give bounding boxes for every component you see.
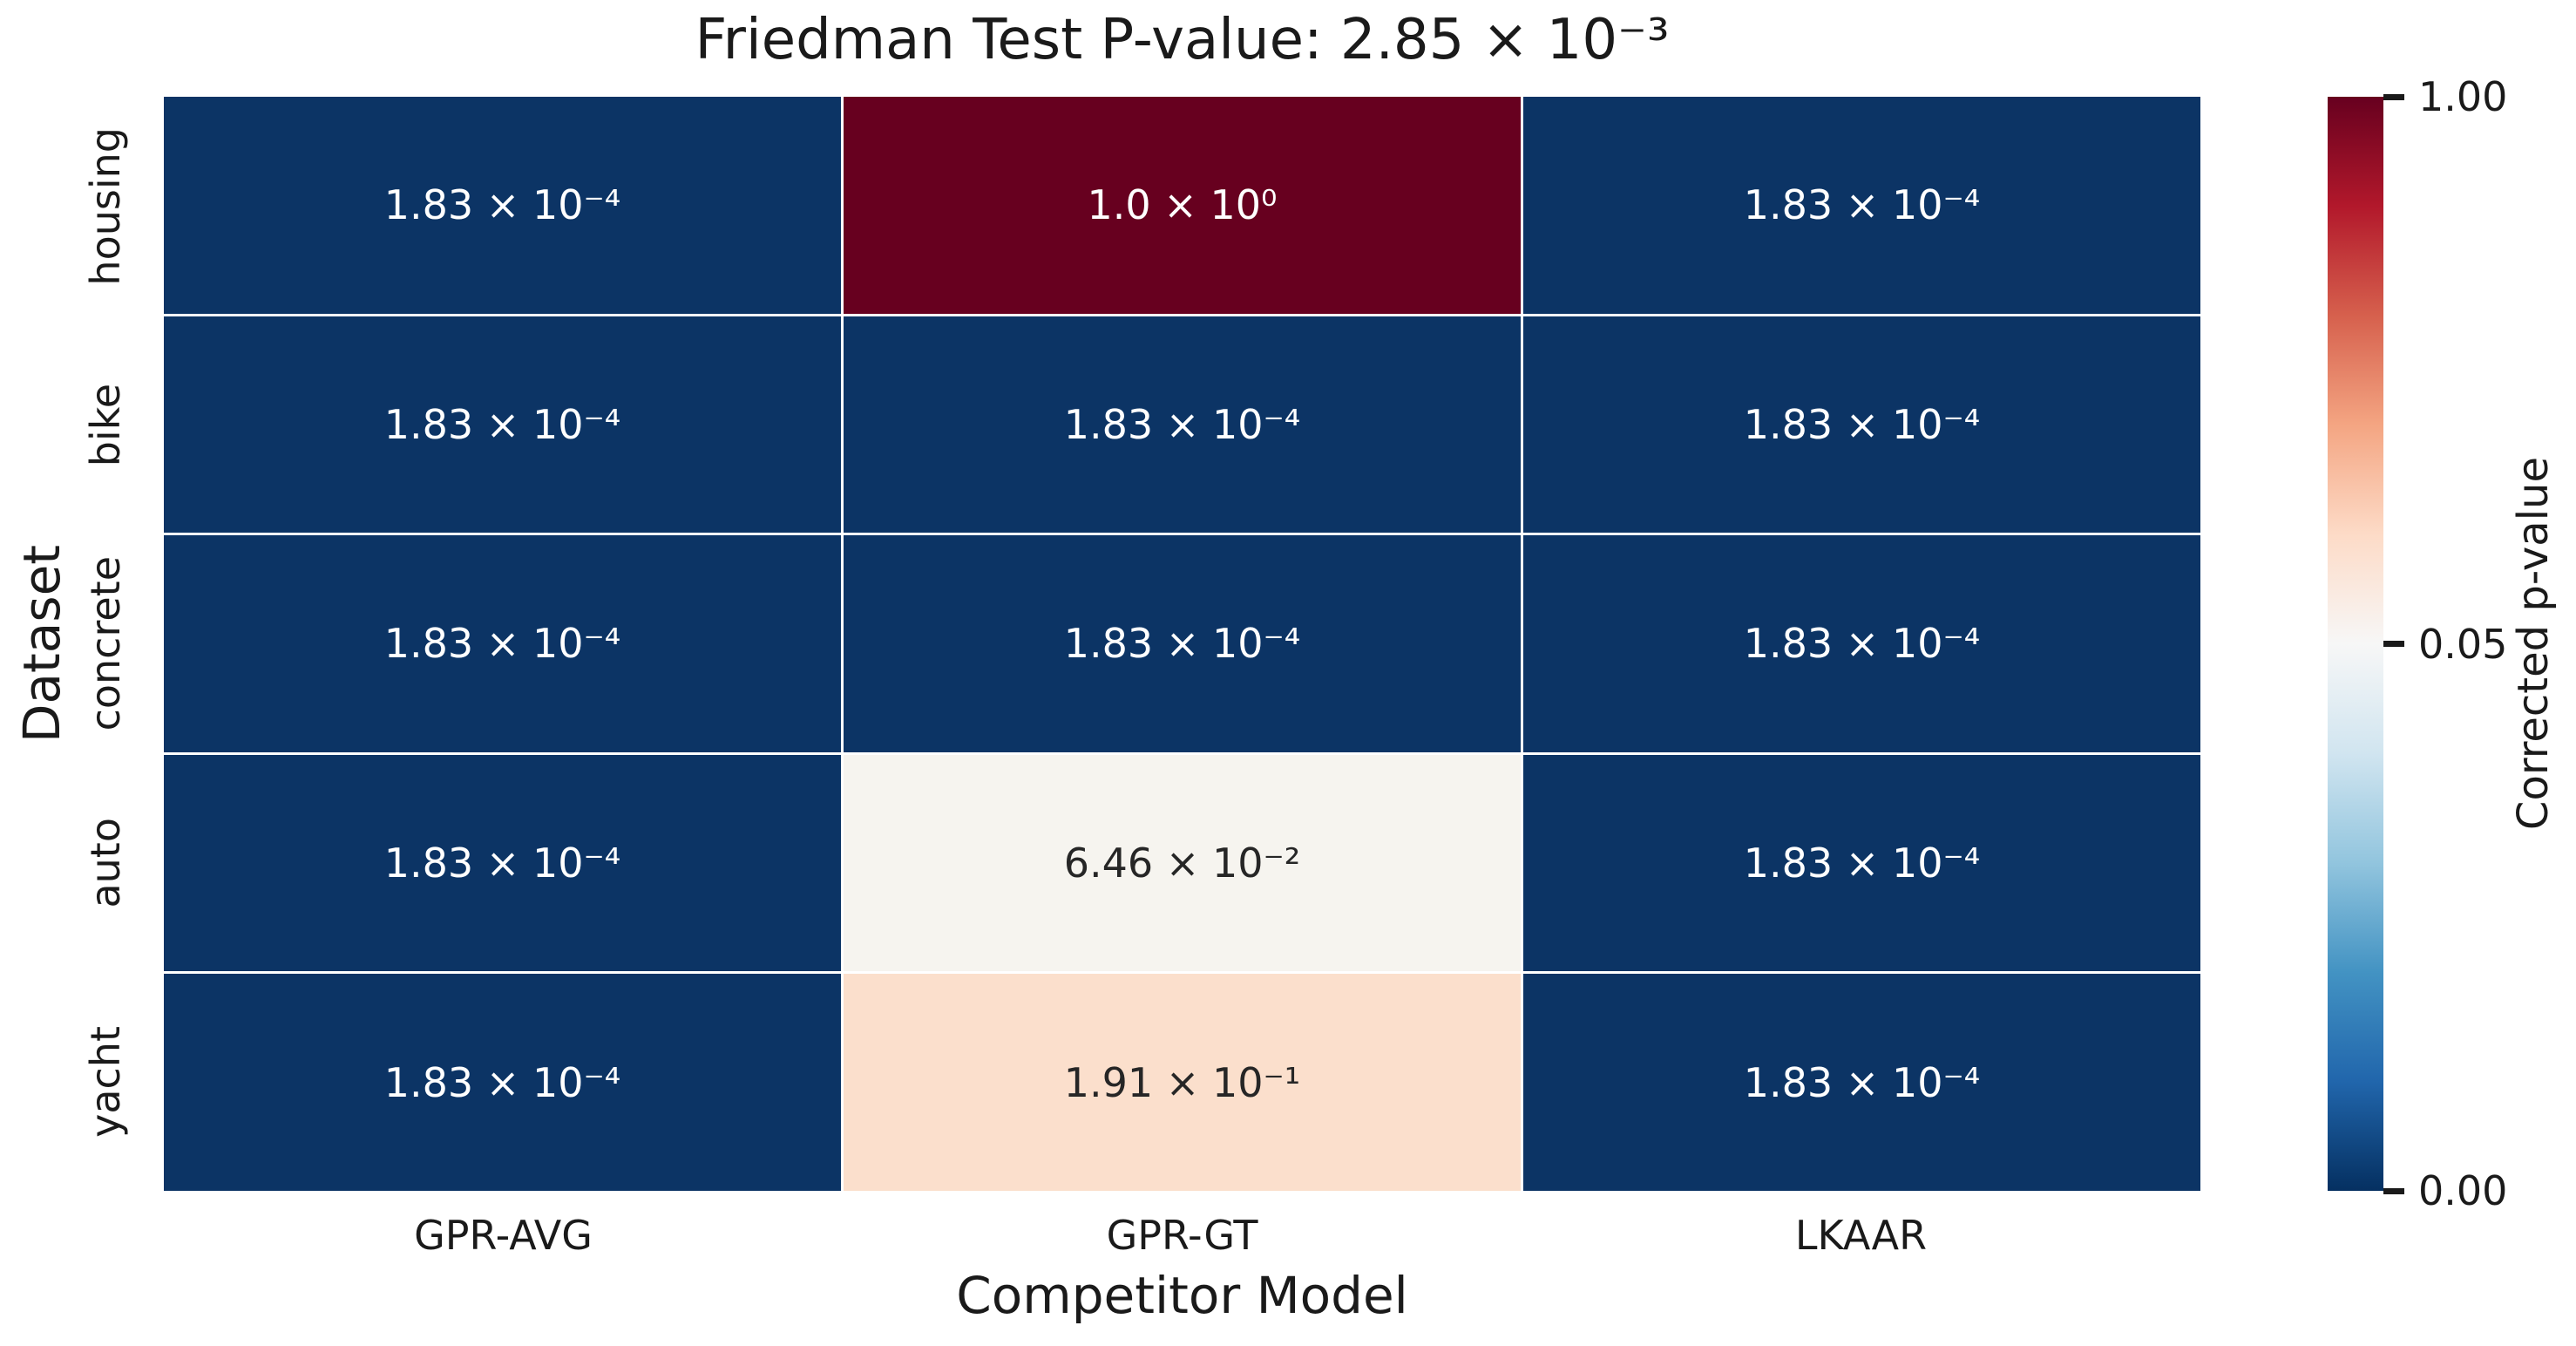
x-tick-labels: GPR-AVG GPR-GT LKAAR — [164, 1212, 2200, 1259]
x-tick-label: GPR-GT — [1106, 1212, 1258, 1259]
y-tick-label: bike — [82, 383, 129, 467]
x-tick-label: LKAAR — [1794, 1212, 1928, 1259]
y-axis-label: Dataset — [12, 544, 71, 744]
x-tick-label: GPR-AVG — [414, 1212, 593, 1259]
heatmap-cell: 1.83 × 10⁻⁴ — [1523, 754, 2200, 972]
heatmap-cell: 1.83 × 10⁻⁴ — [1523, 97, 2200, 314]
colorbar-ticks: 1.00 0.05 0.00 — [2383, 73, 2575, 1214]
colorbar-tick-mark — [2383, 93, 2404, 100]
y-tick-label: auto — [82, 817, 129, 908]
heatmap-cell: 1.83 × 10⁻⁴ — [844, 316, 1521, 534]
heatmap-cell: 6.46 × 10⁻² — [844, 754, 1521, 972]
y-tick-labels: housing bike concrete auto yacht — [80, 97, 131, 1191]
heatmap-cell: 1.83 × 10⁻⁴ — [164, 316, 841, 534]
y-tick-label: yacht — [82, 1025, 129, 1138]
colorbar-tick-label: 1.00 — [2418, 73, 2508, 120]
colorbar-label: Corrected p-value — [2509, 457, 2558, 831]
heatmap-cell: 1.83 × 10⁻⁴ — [1523, 974, 2200, 1191]
colorbar-tick-label: 0.05 — [2418, 620, 2508, 668]
heatmap-cell: 1.83 × 10⁻⁴ — [844, 535, 1521, 752]
heatmap-cell: 1.0 × 10⁰ — [844, 97, 1521, 314]
chart-title: Friedman Test P-value: 2.85 × 10⁻³ — [695, 8, 1670, 72]
heatmap-cell: 1.83 × 10⁻⁴ — [164, 974, 841, 1191]
colorbar-gradient — [2328, 97, 2383, 1191]
heatmap-cell: 1.83 × 10⁻⁴ — [1523, 316, 2200, 534]
heatmap-cell: 1.83 × 10⁻⁴ — [1523, 535, 2200, 752]
heatmap-cell: 1.83 × 10⁻⁴ — [164, 754, 841, 972]
y-tick-label: housing — [82, 126, 129, 286]
colorbar-tick-mark — [2383, 641, 2404, 647]
colorbar-tick-label: 0.00 — [2418, 1167, 2508, 1214]
x-axis-label: Competitor Model — [956, 1266, 1408, 1325]
colorbar-tick-mark — [2383, 1187, 2404, 1194]
heatmap-cell: 1.83 × 10⁻⁴ — [164, 535, 841, 752]
y-tick-label: concrete — [82, 556, 129, 731]
heatmap-grid: 1.83 × 10⁻⁴ 1.0 × 10⁰ 1.83 × 10⁻⁴ 1.83 × 10… — [164, 97, 2200, 1191]
heatmap-cell: 1.83 × 10⁻⁴ — [164, 97, 841, 314]
heatmap-cell: 1.91 × 10⁻¹ — [844, 974, 1521, 1191]
